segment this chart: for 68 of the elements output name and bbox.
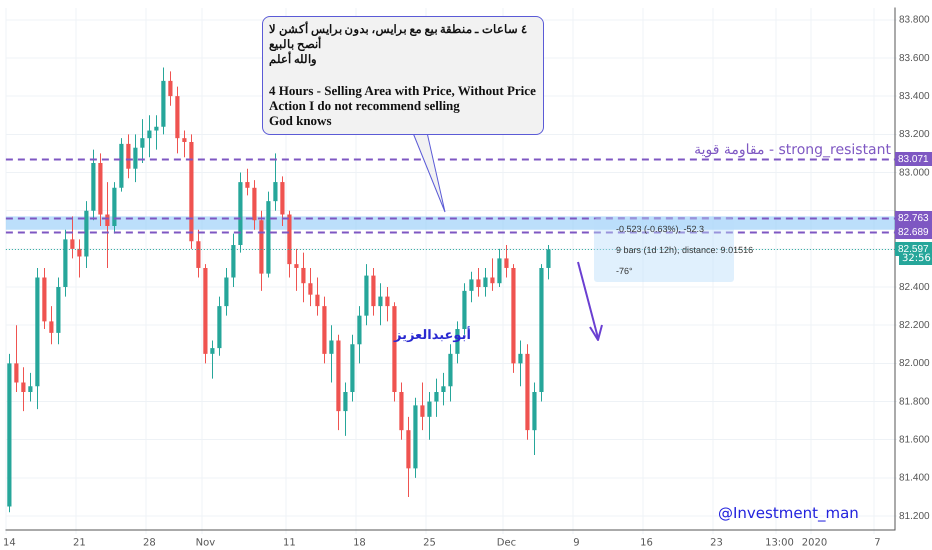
candlestick xyxy=(168,70,172,106)
annotation: 83.071 xyxy=(898,154,930,165)
y-tick-label: 81.600 xyxy=(899,434,930,446)
candlestick xyxy=(308,267,313,307)
x-tick-label: 25 xyxy=(423,538,436,549)
y-tick-label: 82.200 xyxy=(899,320,930,331)
candlestick xyxy=(343,382,348,436)
x-tick-label: 21 xyxy=(73,538,86,549)
y-tick-label: 82.000 xyxy=(899,358,930,370)
candlestick xyxy=(14,324,18,393)
annotation: @Investment_man xyxy=(718,504,859,522)
candlestick xyxy=(154,114,158,150)
candlestick xyxy=(21,366,26,412)
candlestick xyxy=(385,286,390,322)
candlestick xyxy=(441,372,446,406)
candlestick xyxy=(483,267,488,298)
x-tick-label: 18 xyxy=(353,538,366,549)
candlestick xyxy=(378,282,383,326)
candlestick xyxy=(70,216,74,259)
annotation: 82.689 xyxy=(898,226,930,238)
x-tick-label: 23 xyxy=(710,538,723,549)
annotation: 82.763 xyxy=(898,212,930,224)
y-tick-label: 83.000 xyxy=(899,167,930,178)
candlestick xyxy=(420,382,425,431)
candlestick xyxy=(427,392,432,440)
x-tick-label: 2020 xyxy=(802,538,828,549)
candlestick xyxy=(329,324,334,383)
candlestick xyxy=(210,340,215,380)
candlestick xyxy=(140,118,144,164)
annotation: -0.523 (-0.63%), -52.3 xyxy=(616,224,704,234)
candlestick xyxy=(147,114,152,158)
x-tick-label: 11 xyxy=(283,538,296,549)
candlestick xyxy=(49,306,54,345)
y-tick-label: 83.400 xyxy=(899,90,930,102)
x-tick-label: 28 xyxy=(143,538,156,549)
candlestick xyxy=(28,372,32,402)
annotation: 82.597 xyxy=(898,244,930,255)
ref-line-label: مقاومة قوية - strong_resistant xyxy=(694,142,892,158)
annotation: 9 bars (1d 12h), distance: 9.01516 xyxy=(616,245,754,255)
annotation: -76° xyxy=(616,266,633,276)
x-tick-label: 16 xyxy=(640,538,653,549)
y-tick-label: 82.400 xyxy=(899,282,930,293)
candlestick xyxy=(301,252,306,303)
candlestick xyxy=(469,271,474,303)
x-tick-label: Dec xyxy=(496,538,516,549)
candlestick xyxy=(273,152,278,212)
y-tick-label: 81.200 xyxy=(899,510,930,522)
candlestick xyxy=(182,130,187,158)
y-tick-label: 81.800 xyxy=(899,396,930,408)
candlestick xyxy=(245,168,250,196)
candlestick xyxy=(315,276,320,316)
x-tick-label: 9 xyxy=(573,538,580,549)
candlestick xyxy=(434,378,439,418)
candlestick xyxy=(294,248,299,292)
candlestick xyxy=(490,258,495,292)
text: 32:56 xyxy=(899,252,932,265)
candlestick xyxy=(518,340,523,387)
candlestick xyxy=(476,267,481,298)
x-tick-label: Nov xyxy=(196,538,216,549)
x-tick-label: 7 xyxy=(874,538,881,549)
candlestick xyxy=(133,134,138,183)
x-tick-label: 13:00 xyxy=(765,538,794,549)
y-tick-label: 83.200 xyxy=(899,129,930,140)
y-tick-label: 83.600 xyxy=(899,52,930,64)
x-tick-label: 14 xyxy=(3,538,16,549)
y-tick-label: 83.800 xyxy=(899,14,930,26)
candlestick xyxy=(504,244,509,278)
y-tick-label: 81.400 xyxy=(899,472,930,484)
